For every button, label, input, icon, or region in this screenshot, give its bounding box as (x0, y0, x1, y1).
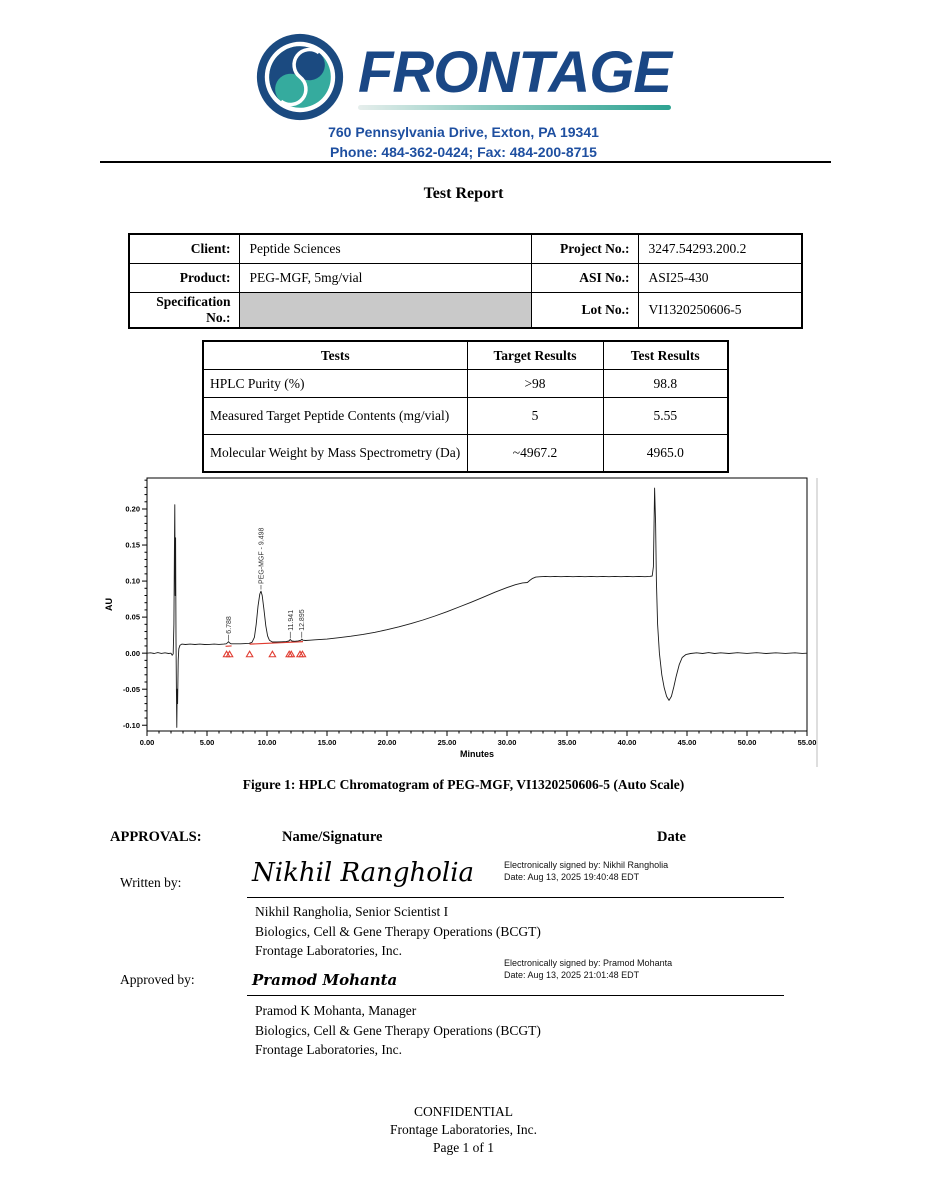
wordmark-block: FRONTAGE (357, 40, 672, 110)
company-line: Frontage Laboratories, Inc. (255, 943, 402, 958)
project-no-value: 3247.54293.200.2 (637, 233, 803, 264)
svg-text:25.00: 25.00 (438, 738, 457, 747)
header-divider (100, 161, 831, 163)
svg-text:0.15: 0.15 (125, 541, 140, 550)
client-value: Peptide Sciences (238, 233, 532, 264)
esign-line: Electronically signed by: Pramod Mohanta (504, 958, 673, 968)
svg-text:0.00: 0.00 (125, 649, 140, 658)
svg-text:35.00: 35.00 (558, 738, 577, 747)
svg-text:40.00: 40.00 (618, 738, 637, 747)
department-line: Biologics, Cell & Gene Therapy Operation… (255, 923, 541, 939)
approved-by-signature: Pramod Mohanta (252, 971, 398, 989)
date-column-header: Date (657, 829, 686, 845)
brand-wordmark: FRONTAGE (357, 40, 672, 105)
department-line: Biologics, Cell & Gene Therapy Operation… (255, 1022, 541, 1038)
approved-by-name-block: Pramod K Mohanta, Manager Biologics, Cel… (255, 1001, 541, 1060)
signature-line (247, 995, 784, 996)
svg-text:0.00: 0.00 (140, 738, 155, 747)
svg-text:PEG-MGF - 9.498: PEG-MGF - 9.498 (258, 527, 265, 584)
svg-text:20.00: 20.00 (378, 738, 397, 747)
test-results-header: Test Results (602, 340, 729, 370)
table-row: HPLC Purity (%) >98 98.8 (202, 369, 729, 398)
asi-no-label: ASI No.: (530, 263, 639, 293)
address-line2: Phone: 484-362-0424; Fax: 484-200-8715 (330, 143, 597, 160)
spec-no-label: Specification No.: (128, 292, 240, 329)
test-results-table: Tests Target Results Test Results HPLC P… (202, 340, 729, 473)
written-by-signature: Nikhil Rangholia (252, 858, 475, 888)
table-row: Client: Peptide Sciences Project No.: 32… (128, 233, 803, 264)
product-value: PEG-MGF, 5mg/vial (238, 263, 532, 293)
sample-info-table: Client: Peptide Sciences Project No.: 32… (128, 233, 803, 329)
approved-by-esign-block: Electronically signed by: Pramod Mohanta… (504, 958, 672, 981)
signature-line (247, 897, 784, 898)
esign-date: Date: Aug 13, 2025 19:40:48 EDT (504, 871, 640, 882)
asi-no-value: ASI25-430 (637, 263, 803, 293)
page-footer: CONFIDENTIAL Frontage Laboratories, Inc.… (0, 1103, 927, 1157)
esign-date: Date: Aug 13, 2025 21:01:48 EDT (504, 969, 640, 980)
chromatogram-svg: -0.10 -0.05 0.00 0.05 0.10 0.15 0.20 0.00 5.00 10… (104, 477, 818, 767)
tests-header: Tests (202, 340, 468, 370)
test-name: HPLC Purity (%) (202, 369, 468, 398)
frontage-logo-icon (256, 33, 344, 121)
client-label: Client: (128, 233, 240, 264)
report-title: Test Report (423, 185, 504, 202)
svg-text:5.00: 5.00 (200, 738, 215, 747)
name-signature-column-header: Name/Signature (282, 829, 383, 845)
company-line: Frontage Laboratories, Inc. (255, 1042, 402, 1057)
table-row: Product: PEG-MGF, 5mg/vial ASI No.: ASI2… (128, 263, 803, 293)
table-row: Specification No.: Lot No.: VI1320250606… (128, 292, 803, 329)
figure-caption: Figure 1: HPLC Chromatogram of PEG-MGF, … (242, 777, 685, 792)
company-address: 760 Pennsylvania Drive, Exton, PA 19341 … (0, 123, 927, 163)
svg-text:0.20: 0.20 (125, 505, 140, 514)
test-result: 98.8 (602, 369, 729, 398)
target-result: >98 (466, 369, 604, 398)
written-by-label: Written by: (120, 875, 182, 890)
svg-text:10.00: 10.00 (258, 738, 277, 747)
svg-text:0.05: 0.05 (125, 613, 140, 622)
name-title-line: Pramod K Mohanta, Manager (255, 1003, 417, 1018)
table-row: Molecular Weight by Mass Spectrometry (D… (202, 434, 729, 473)
svg-text:50.00: 50.00 (738, 738, 757, 747)
lot-no-value: VI1320250606-5 (637, 292, 803, 329)
table-header-row: Tests Target Results Test Results (202, 340, 729, 370)
svg-text:12.895: 12.895 (299, 609, 306, 631)
target-result: 5 (466, 397, 604, 435)
name-title-line: Nikhil Rangholia, Senior Scientist I (255, 904, 449, 919)
target-results-header: Target Results (466, 340, 604, 370)
product-label: Product: (128, 263, 240, 293)
project-no-label: Project No.: (530, 233, 639, 264)
svg-text:-0.05: -0.05 (123, 685, 140, 694)
svg-text:-0.10: -0.10 (123, 721, 140, 730)
page-number: Page 1 of 1 (432, 1140, 495, 1155)
target-result: ~4967.2 (466, 434, 604, 473)
svg-text:30.00: 30.00 (498, 738, 517, 747)
svg-text:55.00: 55.00 (798, 738, 817, 747)
test-name: Molecular Weight by Mass Spectrometry (D… (202, 434, 468, 473)
test-result: 5.55 (602, 397, 729, 435)
table-row: Measured Target Peptide Contents (mg/via… (202, 397, 729, 435)
svg-text:0.10: 0.10 (125, 577, 140, 586)
lot-no-label: Lot No.: (530, 292, 639, 329)
svg-text:AU: AU (104, 598, 114, 611)
svg-text:11.941: 11.941 (288, 610, 295, 631)
svg-text:6.788: 6.788 (226, 616, 233, 634)
footer-company: Frontage Laboratories, Inc. (390, 1122, 537, 1137)
brand-header: FRONTAGE (0, 33, 927, 121)
written-by-name-block: Nikhil Rangholia, Senior Scientist I Bio… (255, 902, 541, 961)
svg-text:45.00: 45.00 (678, 738, 697, 747)
written-by-esign-block: Electronically signed by: Nikhil Ranghol… (504, 860, 668, 883)
approvals-heading: APPROVALS: (110, 829, 202, 845)
test-result: 4965.0 (602, 434, 729, 473)
confidential-label: CONFIDENTIAL (414, 1104, 513, 1119)
svg-text:15.00: 15.00 (318, 738, 337, 747)
svg-text:Minutes: Minutes (460, 749, 494, 759)
approved-by-label: Approved by: (120, 972, 195, 987)
esign-line: Electronically signed by: Nikhil Ranghol… (504, 860, 669, 870)
test-name: Measured Target Peptide Contents (mg/via… (202, 397, 468, 435)
brand-underline (357, 105, 672, 110)
spec-no-value (238, 292, 532, 329)
address-line1: 760 Pennsylvania Drive, Exton, PA 19341 (328, 124, 599, 140)
